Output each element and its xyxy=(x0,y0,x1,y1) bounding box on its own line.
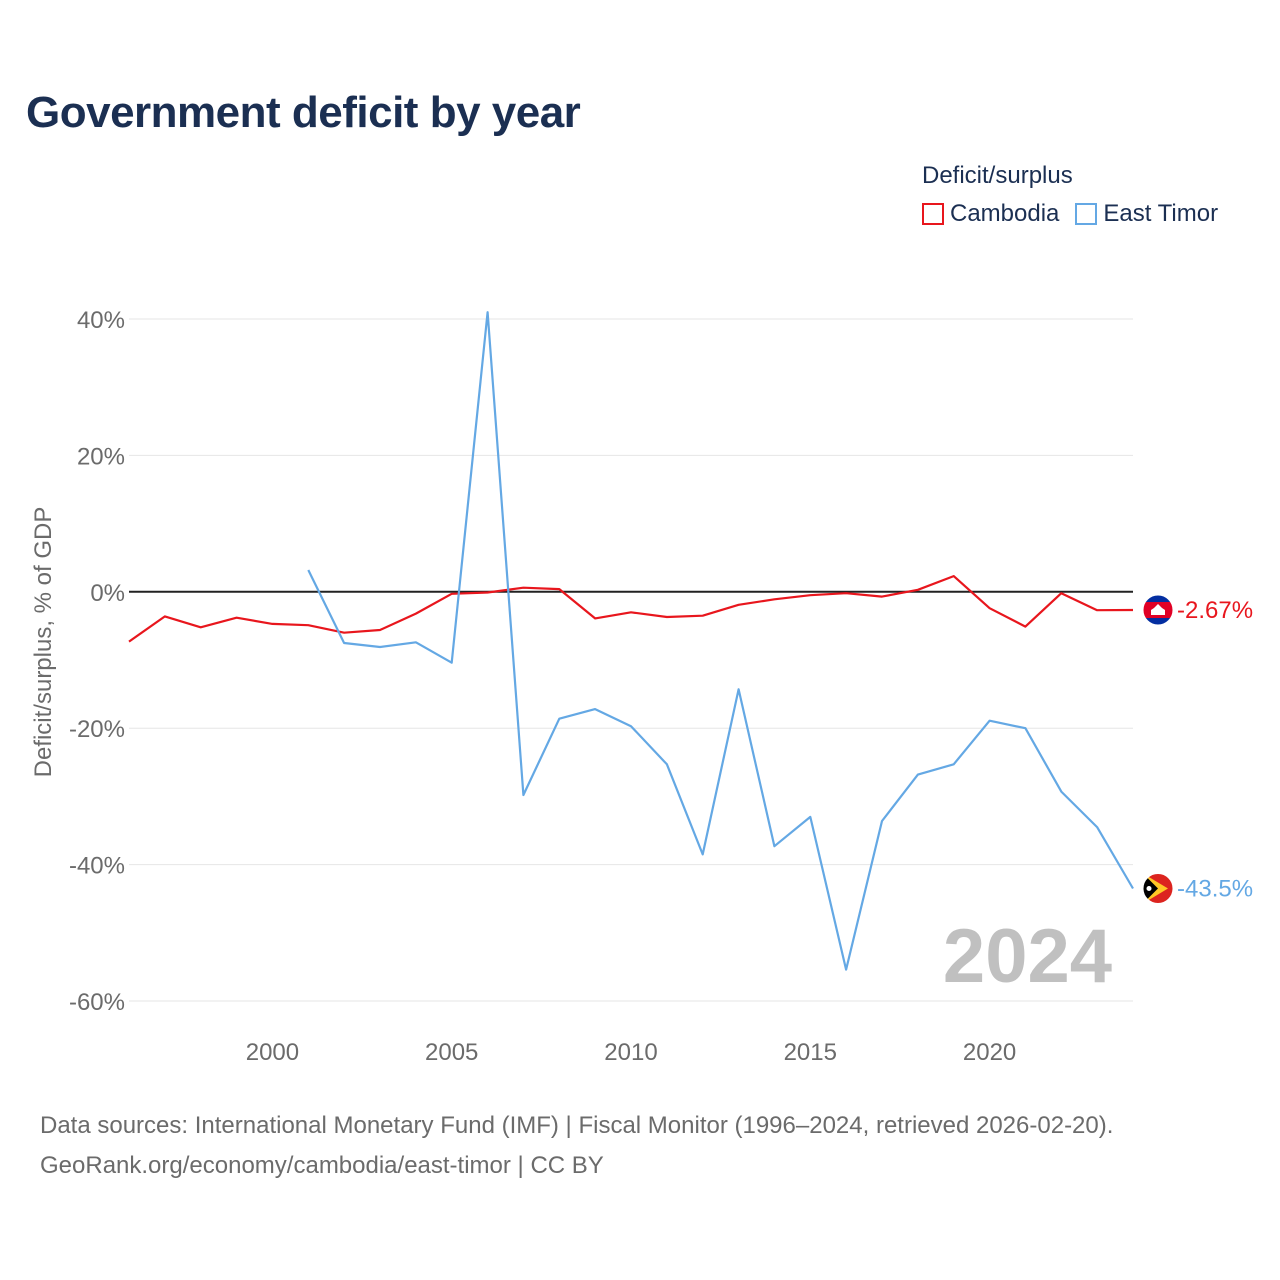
footer: Data sources: International Monetary Fun… xyxy=(40,1106,1113,1186)
legend-item-cambodia[interactable]: Cambodia xyxy=(922,200,1059,228)
legend-title: Deficit/surplus xyxy=(922,162,1073,189)
y-tick-label: -60% xyxy=(69,989,125,1016)
x-tick-label: 2000 xyxy=(246,1039,299,1066)
legend-swatch-east-timor xyxy=(1075,203,1098,225)
line-chart: 40% 20% 0% -20% -40% -60% 2000 2005 2010 2015 202… xyxy=(30,307,1253,1066)
series-line-east-timor xyxy=(307,311,1134,971)
cambodia-flag-icon xyxy=(1142,594,1174,626)
y-tick-label: 40% xyxy=(77,307,125,334)
legend-item-east-timor[interactable]: East Timor xyxy=(1075,200,1218,228)
end-value-label: -2.67% xyxy=(1177,597,1253,624)
y-tick-label: -20% xyxy=(69,716,125,743)
legend-label-east-timor: East Timor xyxy=(1103,200,1219,227)
east-timor-flag-icon xyxy=(1142,872,1174,904)
end-markers: -2.67% -43.5% xyxy=(1142,594,1253,904)
x-tick-label: 2015 xyxy=(784,1039,837,1066)
x-tick-label: 2020 xyxy=(963,1039,1016,1066)
y-tick-label: -40% xyxy=(69,853,125,880)
y-tick-label: 20% xyxy=(77,443,125,470)
y-tick-label: 0% xyxy=(90,580,125,607)
legend-label-cambodia: Cambodia xyxy=(950,200,1060,227)
legend: Deficit/surplus Cambodia East Timor xyxy=(922,162,1218,228)
legend-swatch-cambodia xyxy=(922,203,944,225)
year-watermark: 2024 xyxy=(943,914,1112,999)
x-tick-label: 2005 xyxy=(425,1039,478,1066)
y-axis-label: Deficit/surplus, % of GDP xyxy=(30,507,57,778)
footer-link[interactable]: GeoRank.org/economy/cambodia/east-timor … xyxy=(40,1152,604,1179)
footer-sources: Data sources: International Monetary Fun… xyxy=(40,1112,1114,1139)
chart-title: Government deficit by year xyxy=(26,88,581,137)
series-lines xyxy=(128,311,1134,971)
y-axis-ticks: 40% 20% 0% -20% -40% -60% xyxy=(69,307,125,1016)
end-value-label: -43.5% xyxy=(1177,875,1253,902)
x-tick-label: 2010 xyxy=(604,1039,657,1066)
series-line-cambodia xyxy=(128,574,1134,643)
x-axis-ticks: 2000 2005 2010 2015 2020 xyxy=(246,1039,1017,1066)
gridlines xyxy=(129,318,1133,1002)
